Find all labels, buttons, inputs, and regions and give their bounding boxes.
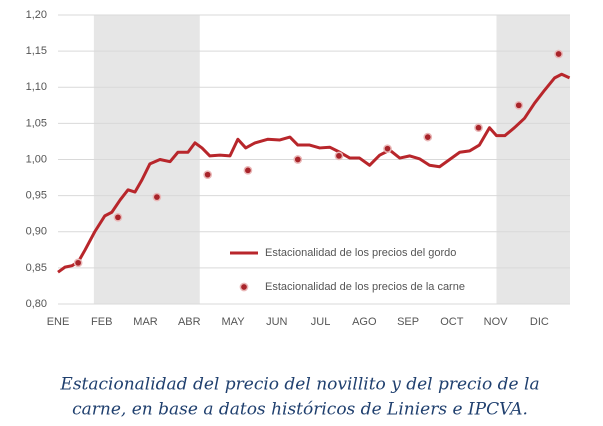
point [293, 155, 303, 164]
y-tick-label: 0,95 [26, 190, 47, 202]
caption: Estacionalidad del precio del novillito … [59, 375, 539, 395]
x-tick-label: FEB [91, 316, 112, 328]
point [152, 192, 162, 202]
x-tick-label: DIC [530, 316, 549, 328]
x-tick-label: ABR [178, 316, 201, 328]
point [243, 165, 253, 175]
line [57, 72, 571, 274]
point [383, 144, 392, 154]
legend-swatch [239, 282, 249, 292]
y-tick-label: 1,15 [26, 45, 47, 57]
point [113, 212, 123, 222]
y-tick-label: 0,90 [26, 226, 47, 238]
x-tick-label: JUL [311, 316, 331, 328]
y-tick-label: 0,80 [26, 298, 47, 310]
y-tick-label: 1,00 [26, 153, 47, 165]
x-tick-label: MAR [133, 316, 158, 328]
y-tick-label: 1,20 [26, 9, 47, 21]
point [554, 49, 563, 59]
point [514, 100, 524, 110]
point [73, 258, 83, 268]
x-tick-label: SEP [397, 316, 419, 328]
y-tick-label: 1,10 [26, 81, 47, 93]
y-tick-label: 1,05 [26, 117, 47, 129]
caption: carne, en base a datos históricos de Lin… [72, 400, 528, 420]
point [423, 132, 433, 142]
x-tick-label: NOV [484, 316, 509, 328]
point [474, 123, 483, 133]
legend-label: Estacionalidad de los precios de la carn… [265, 281, 465, 293]
legend-label: Estacionalidad de los precios del gordo [265, 247, 456, 259]
x-tick-label: AGO [352, 316, 377, 328]
point [203, 170, 213, 180]
x-tick-label: OCT [440, 316, 464, 328]
x-tick-label: JUN [266, 316, 287, 328]
point [334, 151, 344, 161]
y-tick-label: 0,85 [26, 262, 47, 274]
x-tick-label: ENE [47, 316, 70, 328]
x-tick-label: MAY [222, 316, 246, 328]
